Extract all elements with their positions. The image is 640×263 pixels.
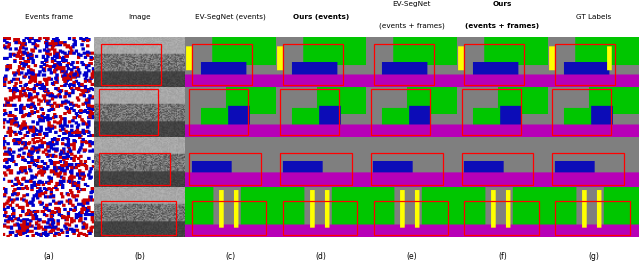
Bar bbox=[552, 153, 624, 185]
Text: GT Labels: GT Labels bbox=[576, 14, 611, 20]
Text: Image: Image bbox=[128, 14, 150, 20]
Text: Events frame: Events frame bbox=[24, 14, 73, 20]
Bar bbox=[465, 44, 524, 85]
Text: Ours: Ours bbox=[493, 1, 512, 7]
Bar bbox=[283, 201, 357, 235]
Bar bbox=[280, 89, 339, 135]
Bar bbox=[99, 89, 157, 135]
Text: (events + frames): (events + frames) bbox=[379, 22, 445, 29]
Bar bbox=[555, 44, 615, 85]
Text: Ours (events): Ours (events) bbox=[293, 14, 349, 20]
Text: (c): (c) bbox=[225, 252, 236, 261]
Bar bbox=[555, 201, 630, 235]
Text: (b): (b) bbox=[134, 252, 145, 261]
Bar bbox=[552, 89, 611, 135]
Bar bbox=[461, 153, 533, 185]
Bar bbox=[189, 89, 248, 135]
Bar bbox=[101, 44, 161, 85]
Bar bbox=[189, 153, 261, 185]
Bar bbox=[99, 153, 170, 185]
Bar bbox=[461, 89, 521, 135]
Text: (f): (f) bbox=[498, 252, 507, 261]
Bar bbox=[371, 153, 443, 185]
Text: (e): (e) bbox=[406, 252, 417, 261]
Bar bbox=[192, 201, 266, 235]
Text: (g): (g) bbox=[588, 252, 599, 261]
Bar bbox=[371, 89, 430, 135]
Bar bbox=[280, 153, 352, 185]
Bar bbox=[465, 201, 539, 235]
Text: (a): (a) bbox=[44, 252, 54, 261]
Text: (events + frames): (events + frames) bbox=[465, 23, 540, 29]
Bar bbox=[192, 44, 252, 85]
Bar bbox=[283, 44, 343, 85]
Text: EV-SegNet: EV-SegNet bbox=[392, 1, 431, 7]
Text: EV-SegNet (events): EV-SegNet (events) bbox=[195, 13, 266, 20]
Bar bbox=[374, 44, 433, 85]
Bar bbox=[374, 201, 448, 235]
Bar bbox=[101, 201, 176, 235]
Text: (d): (d) bbox=[316, 252, 326, 261]
